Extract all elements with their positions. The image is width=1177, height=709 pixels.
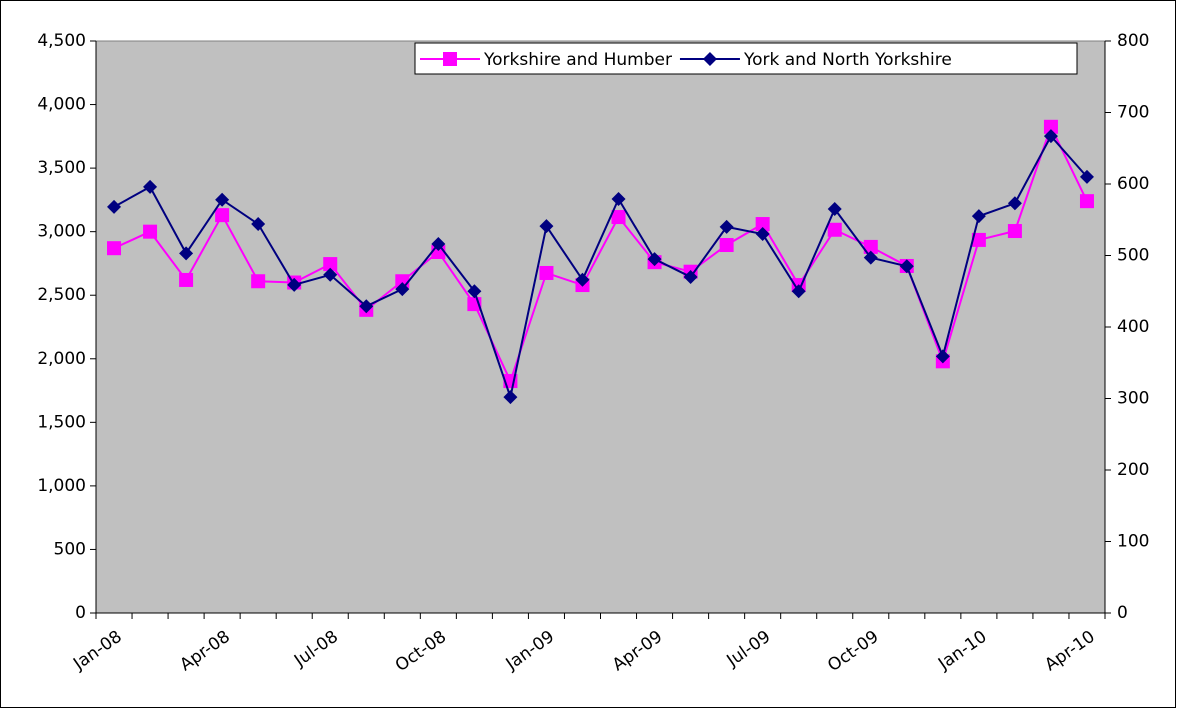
point xyxy=(863,239,878,254)
point xyxy=(719,238,734,253)
point xyxy=(1079,169,1094,184)
point xyxy=(323,267,338,282)
y-tick-label: 4,000 xyxy=(37,95,86,115)
point xyxy=(359,299,374,314)
y2-tick-label: 800 xyxy=(1117,31,1149,51)
point xyxy=(503,390,518,405)
point xyxy=(935,349,950,364)
point xyxy=(1079,194,1094,209)
point xyxy=(1043,119,1058,134)
point xyxy=(107,199,122,214)
point xyxy=(575,272,590,287)
point xyxy=(395,282,410,297)
y-tick-label: 0 xyxy=(75,603,86,623)
point xyxy=(323,257,338,272)
point xyxy=(539,219,554,234)
point xyxy=(755,217,770,232)
point xyxy=(251,217,266,232)
y-tick-label: 500 xyxy=(54,539,86,559)
y-tick-label: 2,000 xyxy=(37,349,86,369)
point xyxy=(107,241,122,256)
y-tick-label: 3,000 xyxy=(37,222,86,242)
point xyxy=(611,210,626,225)
y2-tick-label: 300 xyxy=(1117,389,1149,409)
point xyxy=(971,209,986,224)
point xyxy=(827,202,842,217)
point xyxy=(251,274,266,289)
point xyxy=(971,232,986,247)
point xyxy=(179,246,194,261)
series-line xyxy=(113,134,1088,401)
y-tick-label: 3,500 xyxy=(37,158,86,178)
legend-label: Yorkshire and Humber xyxy=(483,50,672,70)
point xyxy=(431,237,446,252)
legend-label: York and North Yorkshire xyxy=(743,50,952,70)
point xyxy=(179,272,194,287)
point xyxy=(1043,129,1058,144)
y2-tick-label: 700 xyxy=(1117,103,1149,123)
y-tick-label: 4,500 xyxy=(37,31,86,51)
legend xyxy=(414,42,1078,75)
point xyxy=(1007,196,1022,211)
point xyxy=(755,227,770,242)
y2-tick-label: 500 xyxy=(1117,246,1149,266)
point xyxy=(683,269,698,284)
point xyxy=(539,265,554,280)
y2-tick-label: 600 xyxy=(1117,174,1149,194)
legend-marker xyxy=(443,52,457,66)
point xyxy=(611,192,626,207)
y2-tick-label: 400 xyxy=(1117,317,1149,337)
y-tick-label: 2,500 xyxy=(37,285,86,305)
point xyxy=(467,284,482,299)
y2-tick-label: 200 xyxy=(1117,460,1149,480)
point xyxy=(899,259,914,274)
y2-tick-label: 100 xyxy=(1117,532,1149,552)
point xyxy=(215,192,230,207)
point xyxy=(827,222,842,237)
point xyxy=(719,219,734,234)
point xyxy=(143,224,158,239)
point xyxy=(647,252,662,267)
point xyxy=(791,284,806,299)
point xyxy=(143,179,158,194)
point xyxy=(287,277,302,292)
legend-marker xyxy=(702,52,717,66)
point xyxy=(863,250,878,265)
plot-area xyxy=(95,40,1106,614)
point xyxy=(1007,224,1022,239)
y-tick-label: 1,000 xyxy=(37,476,86,496)
y-tick-label: 1,500 xyxy=(37,412,86,432)
y2-tick-label: 0 xyxy=(1117,603,1128,623)
point xyxy=(215,208,230,223)
